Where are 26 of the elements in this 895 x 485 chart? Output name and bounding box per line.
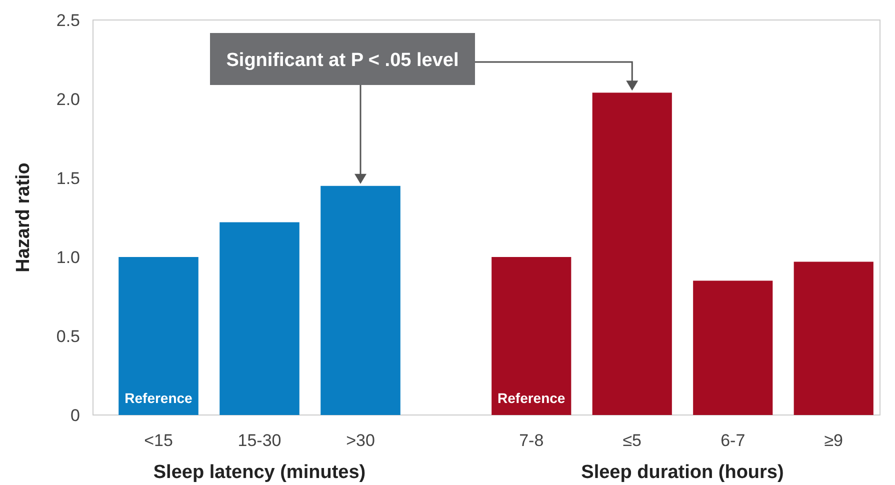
annotation: Reference: [498, 390, 566, 406]
bar: [693, 280, 773, 415]
x-tick-label: >30: [346, 431, 375, 450]
x-tick-label: ≥9: [824, 431, 844, 450]
bar: [320, 186, 400, 415]
y-tick-label: 2.5: [56, 11, 80, 30]
x-tick-label: 7-8: [519, 431, 544, 450]
x-tick-label: <15: [144, 431, 173, 450]
x-tick-label: 6-7: [720, 431, 746, 450]
annotation: Significant at P < .05 level: [226, 50, 459, 71]
bar: [118, 257, 198, 415]
x-tick-label: 15-30: [238, 431, 282, 450]
y-tick-label: 0.5: [56, 327, 80, 346]
y-axis-title: Hazard ratio: [13, 162, 34, 272]
bar: [492, 257, 572, 415]
y-tick-label: 1.0: [56, 248, 80, 267]
bar: [220, 222, 300, 415]
x-axis-title: Sleep latency (minutes): [153, 462, 366, 483]
y-tick-label: 0: [70, 406, 80, 425]
annotation: Reference: [124, 390, 193, 406]
y-tick-label: 2.0: [56, 90, 80, 109]
x-tick-label: ≤5: [622, 431, 642, 450]
x-axis-title: Sleep duration (hours): [581, 462, 784, 483]
bar: [592, 92, 672, 415]
y-tick-label: 1.5: [56, 169, 80, 188]
bar: [794, 262, 874, 415]
